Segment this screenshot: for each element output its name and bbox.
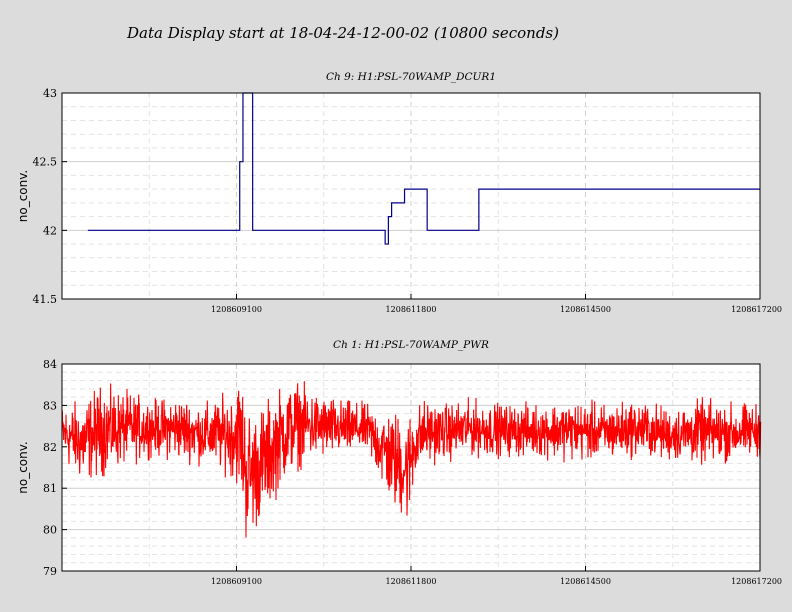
x-tick-label: 1208611800 bbox=[386, 305, 437, 314]
page-title: Data Display start at 18-04-24-12-00-02 … bbox=[127, 24, 559, 42]
chart-panel-ch1: Ch 1: H1:PSL-70WAMP_PWR no_conv. 79 80 81 82 8… bbox=[16, 339, 782, 586]
y-tick-label: 79 bbox=[43, 565, 57, 578]
x-tick-label: 1208609100 bbox=[211, 577, 262, 586]
y-tick-label: 80 bbox=[43, 524, 57, 537]
y-tick-label: 42 bbox=[43, 224, 57, 237]
x-tick-label: 1208614500 bbox=[560, 577, 611, 586]
y-tick-label: 42.5 bbox=[33, 156, 58, 169]
y-tick-label: 41.5 bbox=[33, 293, 58, 306]
x-tick-label: 1208617200 bbox=[731, 577, 782, 586]
x-tick-label: 1208617200 bbox=[731, 305, 782, 314]
y-tick-label: 82 bbox=[43, 441, 57, 454]
y-tick-label: 84 bbox=[43, 358, 57, 371]
x-tick-label: 1208614500 bbox=[560, 305, 611, 314]
y-axis-label: no_conv. bbox=[16, 170, 30, 222]
y-axis-label: no_conv. bbox=[16, 441, 30, 493]
x-tick-label: 1208609100 bbox=[211, 305, 262, 314]
chart-title: Ch 9: H1:PSL-70WAMP_DCUR1 bbox=[326, 71, 496, 83]
y-tick-label: 43 bbox=[43, 87, 57, 100]
chart-panel-ch9: Ch 9: H1:PSL-70WAMP_DCUR1 no_conv. 41.5 42 4… bbox=[16, 71, 782, 314]
y-tick-label: 83 bbox=[43, 399, 57, 412]
chart-title: Ch 1: H1:PSL-70WAMP_PWR bbox=[333, 339, 489, 351]
series-line bbox=[87, 92, 760, 245]
y-tick-label: 81 bbox=[43, 482, 57, 495]
x-tick-label: 1208611800 bbox=[386, 577, 437, 586]
series-line bbox=[61, 381, 762, 538]
